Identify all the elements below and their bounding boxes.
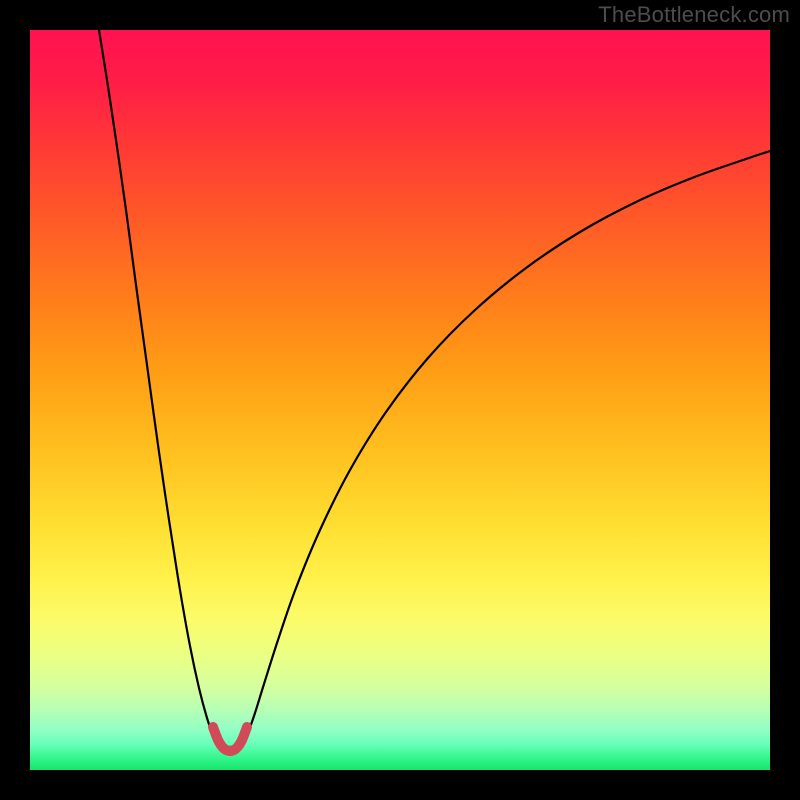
chart-svg — [30, 30, 770, 770]
gradient-background — [30, 30, 770, 770]
plot-area — [30, 30, 770, 770]
watermark-text: TheBottleneck.com — [598, 2, 790, 28]
chart-frame: TheBottleneck.com — [0, 0, 800, 800]
